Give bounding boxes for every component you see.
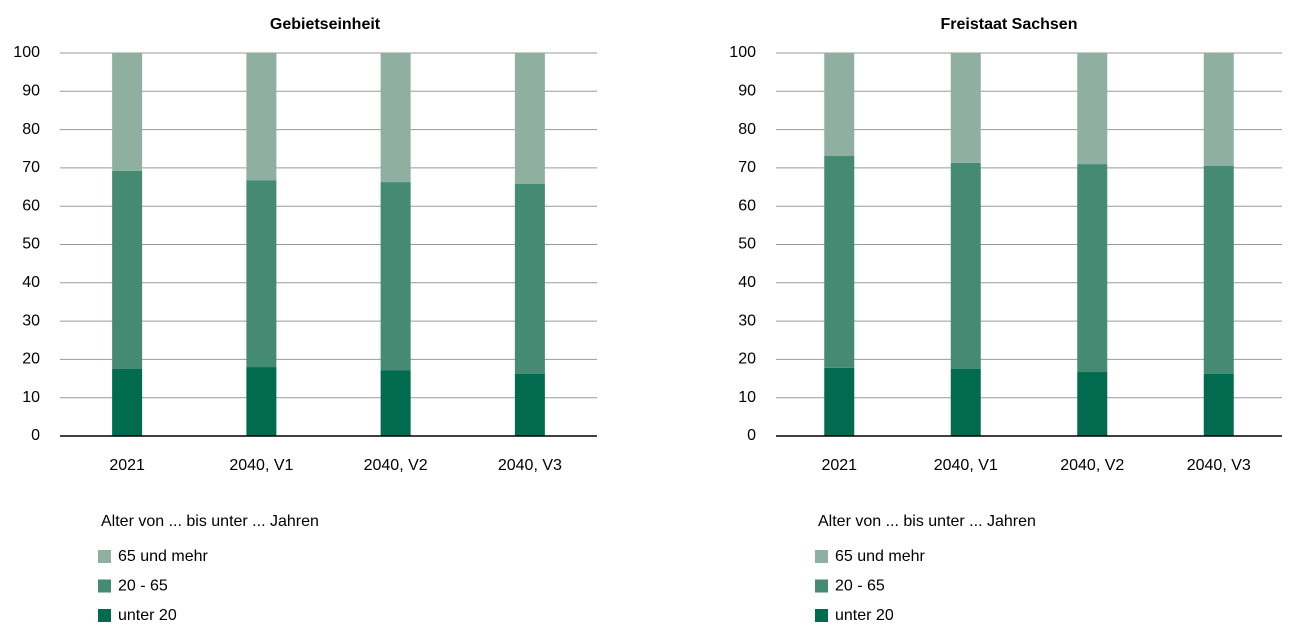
bar-segment: [1077, 53, 1108, 165]
y-tick-label: 50: [22, 236, 40, 253]
bar-segment: [514, 53, 545, 184]
legend-title: Alter von ... bis unter ... Jahren: [818, 513, 1036, 530]
legend-label: unter 20: [118, 607, 177, 624]
y-tick-label: 100: [729, 44, 756, 61]
y-tick-label: 10: [738, 389, 756, 406]
bar-segment: [824, 156, 855, 368]
x-tick-label: 2040, V2: [1060, 457, 1124, 474]
y-tick-label: 20: [22, 351, 40, 368]
legend-label: unter 20: [835, 607, 894, 624]
bar-segment: [1203, 373, 1234, 436]
y-tick-label: 30: [738, 312, 756, 329]
y-tick-label: 30: [22, 312, 40, 329]
y-tick-label: 70: [22, 159, 40, 176]
legend-label: 20 - 65: [835, 578, 885, 595]
bar-segment: [246, 53, 277, 181]
legend-label: 20 - 65: [118, 578, 168, 595]
bar-segment: [380, 53, 411, 183]
bar-segment: [950, 53, 981, 163]
chart-title: Gebietseinheit: [270, 16, 381, 33]
y-tick-label: 80: [738, 121, 756, 138]
y-tick-label: 100: [13, 44, 40, 61]
bar-segment: [1203, 165, 1234, 374]
bar-segment: [514, 183, 545, 374]
bar-segment: [1203, 53, 1234, 166]
legend-title: Alter von ... bis unter ... Jahren: [101, 513, 319, 530]
bar-segment: [246, 367, 277, 436]
bar-segment: [112, 170, 143, 369]
y-tick-label: 0: [31, 427, 40, 444]
bar-segment: [380, 370, 411, 436]
legend-swatch: [815, 579, 828, 593]
legend-swatch: [815, 609, 828, 622]
bar-segment: [1077, 372, 1108, 436]
bar-segment: [112, 368, 143, 436]
y-tick-label: 10: [22, 389, 40, 406]
x-tick-label: 2040, V1: [934, 457, 998, 474]
bar-segment: [112, 53, 143, 171]
legend-swatch: [98, 609, 111, 622]
x-tick-label: 2040, V3: [498, 457, 562, 474]
y-tick-label: 60: [22, 197, 40, 214]
bar-segment: [824, 367, 855, 436]
y-tick-label: 40: [22, 274, 40, 291]
y-tick-label: 90: [22, 83, 40, 100]
x-tick-label: 2021: [821, 457, 857, 474]
bar-segment: [950, 162, 981, 369]
y-tick-label: 70: [738, 159, 756, 176]
legend-swatch: [98, 550, 111, 563]
chart-title: Freistaat Sachsen: [941, 16, 1078, 33]
y-tick-label: 40: [738, 274, 756, 291]
legend-swatch: [98, 579, 111, 593]
legend-swatch: [815, 550, 828, 563]
x-tick-label: 2040, V2: [364, 457, 428, 474]
y-tick-label: 50: [738, 236, 756, 253]
x-tick-label: 2040, V3: [1187, 457, 1251, 474]
bar-segment: [380, 182, 411, 371]
y-tick-label: 90: [738, 83, 756, 100]
y-tick-label: 0: [747, 427, 756, 444]
x-tick-label: 2021: [109, 457, 145, 474]
bar-segment: [1077, 164, 1108, 373]
legend-label: 65 und mehr: [118, 548, 209, 565]
legend-label: 65 und mehr: [835, 548, 926, 565]
bar-segment: [514, 373, 545, 436]
x-tick-label: 2040, V1: [229, 457, 293, 474]
bar-segment: [824, 53, 855, 157]
y-tick-label: 60: [738, 197, 756, 214]
y-tick-label: 80: [22, 121, 40, 138]
bar-segment: [246, 180, 277, 368]
bar-segment: [950, 368, 981, 436]
y-tick-label: 20: [738, 351, 756, 368]
